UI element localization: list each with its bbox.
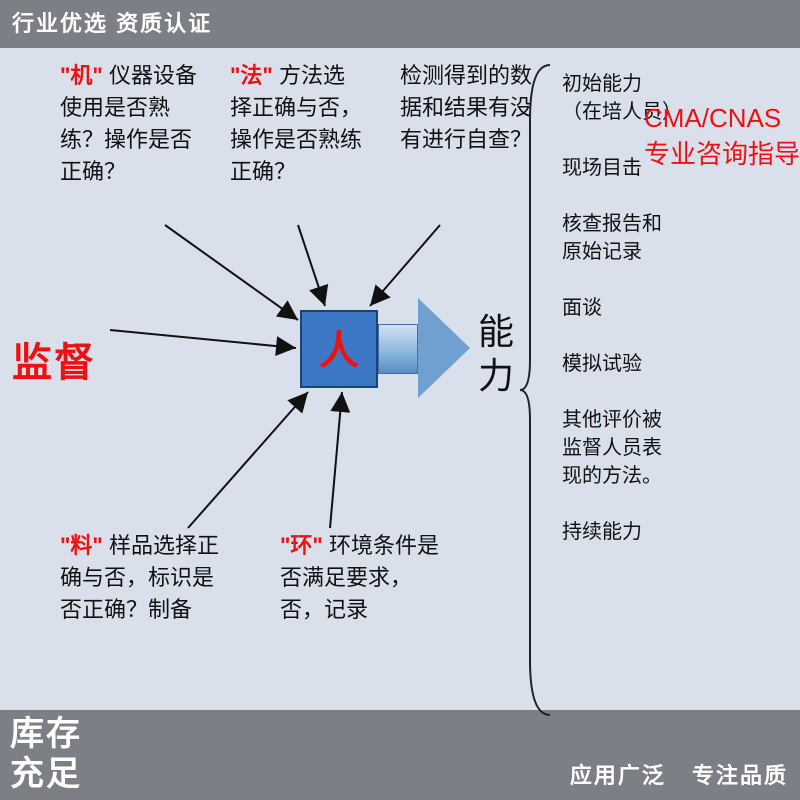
factor-liao: "料" 样品选择正确与否，标识是否正确？制备 xyxy=(60,530,230,626)
overlay-bottom-left-l1: 库存 xyxy=(10,714,82,754)
factor-liao-key: "料" xyxy=(60,533,103,558)
nengli-label: 能 力 xyxy=(478,310,518,398)
overlay-bottom-right-2: 专注品质 xyxy=(692,763,788,788)
big-arrow-head xyxy=(418,298,470,398)
overlay-bottom: 库存 充足 应用广泛 专注品质 xyxy=(0,710,800,800)
capability-item: 其他评价被 监督人员表 现的方法。 xyxy=(562,406,682,490)
overlay-top-text: 行业优选 资质认证 xyxy=(12,11,212,36)
cma-line1: CMA/CNAS xyxy=(644,100,800,136)
overlay-bottom-right: 应用广泛 专注品质 xyxy=(552,758,788,790)
overlay-bottom-right-1: 应用广泛 xyxy=(570,763,666,788)
factor-fa-key: "法" xyxy=(230,63,273,88)
big-arrow-body xyxy=(378,324,418,374)
cma-cnas-label: CMA/CNAS 专业咨询指导 xyxy=(644,100,800,172)
capability-item: 模拟试验 xyxy=(562,350,682,378)
capability-item: 面谈 xyxy=(562,294,682,322)
overlay-bottom-left-l2: 充足 xyxy=(10,754,82,794)
jiandu-label: 监督 xyxy=(12,330,96,388)
factor-huan: "环" 环境条件是否满足要求，否，记录 xyxy=(280,530,450,626)
factor-fa: "法" 方法选择正确与否，操作是否熟练正确？ xyxy=(230,60,365,188)
capability-item: 核查报告和 原始记录 xyxy=(562,210,682,266)
factor-ji-key: "机" xyxy=(60,63,103,88)
factor-ce-text: 检测得到的数据和结果有没有进行自查？ xyxy=(400,63,532,152)
capability-item: 持续能力 xyxy=(562,518,682,546)
cma-line2: 专业咨询指导 xyxy=(644,136,800,172)
brace-icon xyxy=(520,60,560,720)
overlay-bottom-left: 库存 充足 xyxy=(10,714,82,794)
center-box-label: 人 xyxy=(319,329,359,373)
center-box: 人 xyxy=(300,310,378,388)
overlay-top: 行业优选 资质认证 xyxy=(0,0,800,48)
factor-huan-key: "环" xyxy=(280,533,323,558)
factor-ji: "机" 仪器设备使用是否熟练？操作是否正确？ xyxy=(60,60,210,188)
